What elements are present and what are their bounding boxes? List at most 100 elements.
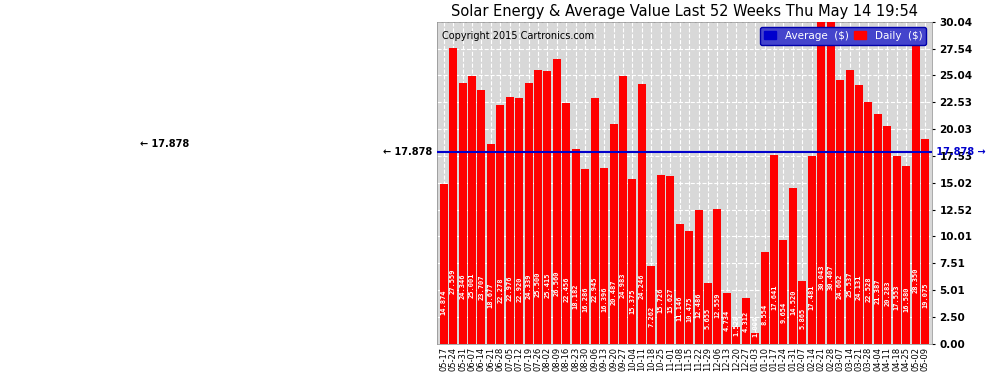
Text: 15.726: 15.726: [657, 288, 663, 313]
Bar: [827, 18, 835, 344]
Text: 20.283: 20.283: [884, 280, 890, 306]
Text: Copyright 2015 Cartronics.com: Copyright 2015 Cartronics.com: [442, 32, 594, 41]
Bar: [902, 166, 910, 344]
Text: 1.006: 1.006: [752, 316, 758, 337]
Bar: [921, 139, 929, 344]
Bar: [675, 224, 684, 344]
Text: 16.396: 16.396: [601, 286, 607, 312]
Text: 9.654: 9.654: [780, 302, 786, 323]
Text: 22.920: 22.920: [516, 276, 522, 302]
Bar: [864, 102, 872, 344]
Bar: [506, 98, 514, 344]
Text: 14.874: 14.874: [441, 289, 446, 315]
Bar: [629, 179, 637, 344]
Text: 25.500: 25.500: [535, 272, 542, 297]
Text: 11.146: 11.146: [676, 295, 683, 321]
Bar: [779, 240, 787, 344]
Text: 27.559: 27.559: [450, 268, 456, 294]
Text: 19.075: 19.075: [922, 282, 928, 308]
Text: 17.878 →: 17.878 →: [933, 147, 985, 157]
Text: 26.560: 26.560: [554, 270, 560, 296]
Bar: [874, 114, 882, 344]
Text: 12.486: 12.486: [696, 293, 702, 318]
Bar: [837, 80, 844, 344]
Bar: [751, 333, 759, 344]
Text: 16.286: 16.286: [582, 287, 588, 312]
Text: 17.481: 17.481: [809, 285, 815, 310]
Text: 20.487: 20.487: [611, 280, 617, 306]
Bar: [600, 168, 608, 344]
Text: 7.262: 7.262: [648, 306, 654, 327]
Bar: [817, 22, 826, 344]
Bar: [458, 83, 466, 344]
Bar: [883, 126, 891, 344]
Bar: [449, 48, 457, 344]
Bar: [591, 98, 599, 344]
Bar: [714, 209, 722, 344]
Bar: [534, 70, 543, 344]
Bar: [468, 76, 476, 344]
Bar: [723, 293, 731, 344]
Text: 12.559: 12.559: [715, 293, 721, 318]
Bar: [845, 70, 853, 344]
Bar: [647, 266, 655, 344]
Text: 24.346: 24.346: [459, 274, 465, 299]
Bar: [477, 90, 485, 344]
Text: 18.677: 18.677: [488, 283, 494, 308]
Text: 8.554: 8.554: [761, 303, 767, 325]
Bar: [855, 85, 863, 344]
Bar: [619, 76, 627, 344]
Bar: [789, 188, 797, 344]
Bar: [552, 59, 561, 344]
Bar: [572, 149, 580, 344]
Text: 24.131: 24.131: [856, 274, 862, 300]
Text: ← 17.878: ← 17.878: [141, 139, 190, 149]
Title: Solar Energy & Average Value Last 52 Weeks Thu May 14 19:54: Solar Energy & Average Value Last 52 Wee…: [450, 4, 918, 19]
Text: 1.529: 1.529: [734, 315, 740, 336]
Text: 25.537: 25.537: [846, 272, 852, 297]
Text: 24.339: 24.339: [526, 274, 532, 299]
Bar: [487, 144, 495, 344]
Text: 25.001: 25.001: [469, 273, 475, 298]
Text: 17.641: 17.641: [771, 285, 777, 310]
Text: ← 17.878: ← 17.878: [383, 147, 432, 157]
Text: 5.865: 5.865: [799, 308, 805, 329]
Text: 22.945: 22.945: [592, 276, 598, 302]
Legend: Average  ($), Daily  ($): Average ($), Daily ($): [759, 27, 927, 45]
Text: 28.350: 28.350: [913, 267, 919, 293]
Text: 30.043: 30.043: [818, 265, 825, 290]
Text: 17.553: 17.553: [894, 285, 900, 310]
Text: 22.278: 22.278: [497, 277, 503, 303]
Bar: [638, 84, 645, 344]
Text: 22.456: 22.456: [563, 277, 569, 302]
Bar: [770, 154, 778, 344]
Text: 24.602: 24.602: [838, 273, 843, 299]
Text: 4.734: 4.734: [724, 310, 730, 331]
Text: 25.415: 25.415: [544, 272, 550, 298]
Text: 22.976: 22.976: [507, 276, 513, 302]
Bar: [525, 83, 533, 344]
Bar: [544, 71, 551, 344]
Bar: [742, 298, 749, 344]
Text: 14.520: 14.520: [790, 290, 796, 315]
Bar: [760, 252, 768, 344]
Bar: [685, 231, 693, 344]
Text: 24.983: 24.983: [620, 273, 626, 298]
Text: 22.528: 22.528: [865, 277, 871, 302]
Bar: [808, 156, 816, 344]
Text: 10.475: 10.475: [686, 296, 692, 322]
Bar: [656, 175, 664, 344]
Text: 5.655: 5.655: [705, 308, 711, 329]
Bar: [666, 176, 674, 344]
Text: 23.707: 23.707: [478, 275, 484, 300]
Bar: [893, 156, 901, 344]
Bar: [562, 103, 570, 344]
Bar: [440, 184, 447, 344]
Text: 30.407: 30.407: [828, 264, 834, 290]
Text: 16.580: 16.580: [903, 286, 909, 312]
Bar: [496, 105, 504, 344]
Text: 21.387: 21.387: [875, 279, 881, 304]
Text: 4.312: 4.312: [742, 310, 748, 332]
Bar: [912, 40, 920, 344]
Bar: [610, 124, 618, 344]
